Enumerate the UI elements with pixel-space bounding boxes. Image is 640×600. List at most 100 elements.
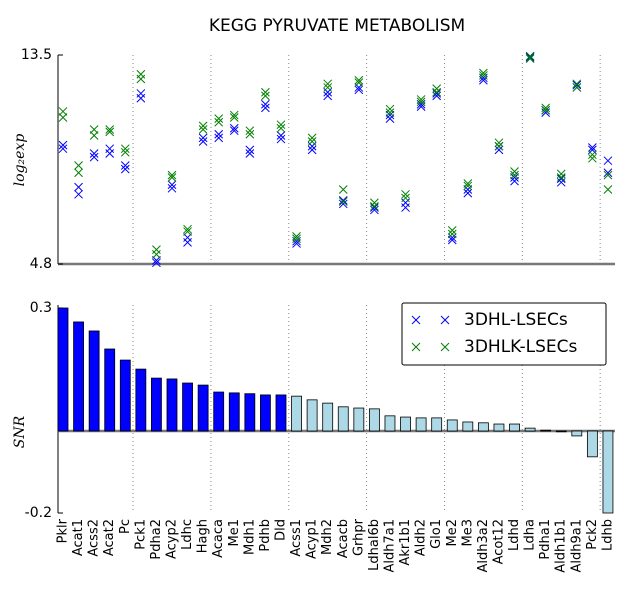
bar	[555, 430, 567, 433]
bar	[182, 382, 193, 432]
point	[167, 170, 177, 180]
x-tick-label: Me3	[460, 519, 475, 547]
point	[354, 75, 364, 85]
point	[432, 87, 442, 97]
bar	[415, 417, 427, 432]
x-tick-label: Me1	[227, 519, 242, 547]
point	[214, 117, 224, 127]
point	[385, 108, 395, 118]
point	[338, 195, 348, 205]
point	[510, 170, 519, 180]
point	[525, 53, 535, 62]
point	[214, 133, 224, 143]
point	[385, 104, 395, 114]
x-tick-label: Akr1b1	[398, 519, 413, 566]
x-tick-label: Mdh1	[242, 519, 257, 555]
point	[603, 168, 613, 178]
point	[136, 93, 146, 103]
point	[152, 258, 161, 268]
point	[167, 183, 177, 193]
x-tick-label: Pdha2	[149, 519, 164, 560]
point	[510, 167, 519, 176]
point	[136, 69, 146, 79]
bar	[384, 415, 396, 432]
bar	[571, 430, 583, 437]
bar	[151, 377, 162, 432]
y-tick-label: 4.8	[30, 256, 52, 272]
point	[494, 145, 504, 155]
point	[89, 131, 99, 140]
point	[307, 133, 317, 143]
point	[416, 97, 426, 107]
point	[307, 137, 317, 146]
point	[105, 125, 115, 134]
y-tick-label: 0.3	[30, 300, 52, 316]
x-tick-label: Acss1	[289, 519, 304, 557]
legend-label: 3DHL-LSECs	[464, 310, 568, 330]
y-axis-label: SNR	[12, 415, 28, 448]
point	[183, 238, 192, 247]
legend: 3DHL-LSECs 3DHLK-LSECs	[401, 302, 607, 366]
bar	[275, 394, 287, 432]
x-tick-label: Aldh9a1	[569, 519, 584, 573]
bar	[586, 430, 598, 458]
bar	[213, 391, 225, 432]
point	[463, 179, 473, 188]
point	[229, 126, 239, 136]
x-tick-label: Acat2	[102, 519, 117, 556]
point	[58, 140, 68, 150]
bar	[291, 395, 302, 432]
y-axis-label: log₂exp	[12, 134, 28, 187]
bar	[431, 417, 443, 432]
point	[401, 189, 410, 199]
point	[292, 234, 301, 244]
point	[370, 205, 379, 215]
point	[354, 78, 364, 87]
x-tick-label: Ldhb	[600, 519, 615, 551]
bar	[166, 378, 178, 432]
x-tick-label: Aldh7a1	[382, 519, 397, 573]
legend-label: 3DHLK-LSECs	[464, 337, 578, 357]
x-tick-label: Pck1	[133, 519, 148, 550]
point	[572, 83, 582, 92]
point	[167, 180, 177, 190]
point	[229, 123, 239, 133]
point	[229, 110, 239, 120]
x-tick-label: Pdhb	[258, 519, 273, 552]
bar	[540, 429, 552, 432]
point	[432, 84, 442, 93]
point	[556, 173, 566, 182]
bar	[400, 416, 411, 432]
x-tick-label: Ldhd	[507, 519, 522, 551]
point	[525, 51, 535, 61]
point	[105, 127, 115, 137]
point	[120, 144, 130, 154]
x-tick-label: Aldh2	[414, 519, 429, 556]
point	[261, 103, 270, 113]
x-tick-label: Acaca	[211, 519, 226, 558]
point	[338, 197, 348, 206]
point	[58, 144, 68, 154]
point	[479, 68, 488, 78]
point	[120, 147, 130, 157]
x-tick-label: Pdha1	[538, 519, 553, 560]
x-tick-label: Acat1	[71, 519, 86, 556]
point	[292, 232, 301, 241]
point	[463, 188, 473, 198]
bar	[135, 368, 147, 432]
x-tick-label: Aldh3a2	[476, 519, 491, 573]
y-tick-label: 13.5	[21, 47, 52, 63]
point	[525, 54, 535, 63]
x-tick-label: Dld	[273, 519, 288, 541]
bar	[477, 422, 489, 432]
x-tick-label: Ldha	[523, 519, 538, 551]
x-tick-label: Me2	[445, 519, 460, 547]
point	[588, 150, 597, 160]
point	[401, 198, 410, 208]
point	[276, 123, 286, 133]
bar	[57, 307, 69, 432]
x-tick-label: Mdh2	[320, 519, 335, 555]
point	[401, 203, 410, 212]
point	[588, 143, 597, 152]
x-tick-label: Acyp1	[305, 519, 320, 559]
